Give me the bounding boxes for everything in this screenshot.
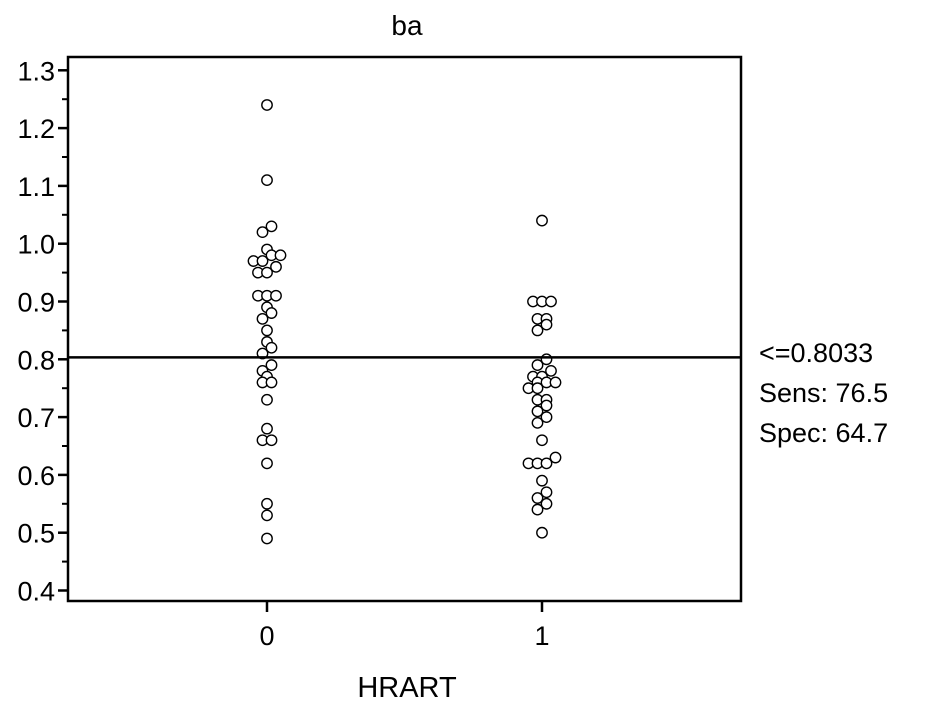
data-point — [549, 376, 562, 389]
data-point — [531, 405, 544, 418]
y-tick-label: 0.5 — [17, 519, 55, 549]
data-point — [536, 434, 548, 447]
y-tick-label: 0.7 — [17, 403, 55, 433]
data-point — [536, 214, 548, 227]
data-points — [247, 99, 562, 545]
data-point — [549, 451, 562, 464]
data-point — [531, 492, 544, 504]
data-point — [261, 497, 273, 510]
data-point — [261, 174, 273, 187]
specificity-annotation: Spec: 64.7 — [759, 418, 888, 448]
data-point — [540, 318, 553, 331]
data-point — [536, 526, 548, 539]
y-tick-label: 0.4 — [17, 577, 55, 607]
data-point — [265, 307, 278, 319]
data-point — [545, 295, 557, 308]
data-point — [540, 457, 553, 470]
data-point — [261, 266, 273, 279]
data-point — [540, 411, 553, 423]
data-point — [531, 416, 544, 429]
data-point — [536, 474, 548, 487]
x-tick-label: 1 — [534, 621, 549, 651]
data-point — [261, 99, 273, 111]
data-point — [261, 324, 273, 337]
data-point — [265, 359, 278, 371]
data-point — [531, 382, 544, 395]
data-point — [261, 532, 273, 545]
y-axis: 0.4 0.5 0.6 0.7 0.8 0.9 1.0 1.1 1.2 1.3 — [17, 56, 68, 607]
data-point — [256, 226, 269, 239]
data-point — [270, 260, 282, 273]
data-point — [265, 220, 278, 233]
y-tick-label: 1.0 — [17, 230, 55, 260]
x-axis-label: HRART — [357, 672, 457, 703]
data-point — [265, 376, 278, 389]
data-point — [545, 364, 557, 377]
data-point — [274, 249, 287, 262]
y-tick-label: 0.9 — [17, 288, 55, 318]
data-point — [270, 289, 282, 302]
plot-frame — [66, 55, 743, 603]
y-tick-label: 0.8 — [17, 345, 55, 375]
y-tick-label: 1.1 — [17, 172, 55, 202]
cutoff-annotation: <=0.8033 — [759, 338, 873, 368]
chart-title: ba — [391, 10, 423, 41]
data-point — [531, 359, 544, 371]
data-point — [261, 457, 273, 470]
data-point — [265, 341, 278, 354]
y-tick-label: 1.3 — [17, 56, 55, 86]
y-tick-label: 1.2 — [17, 114, 55, 144]
data-point — [540, 486, 553, 499]
data-point — [531, 503, 544, 516]
data-point — [540, 497, 553, 510]
x-tick-label: 0 — [259, 621, 274, 651]
data-point — [265, 434, 278, 447]
sensitivity-annotation: Sens: 76.5 — [759, 378, 888, 408]
data-point — [256, 347, 269, 360]
data-point — [261, 422, 273, 435]
y-tick-label: 0.6 — [17, 461, 55, 491]
data-point — [540, 399, 553, 412]
data-point — [256, 312, 269, 325]
data-point — [261, 393, 273, 406]
data-point — [256, 255, 269, 267]
data-point — [261, 509, 273, 522]
data-point — [531, 324, 544, 337]
